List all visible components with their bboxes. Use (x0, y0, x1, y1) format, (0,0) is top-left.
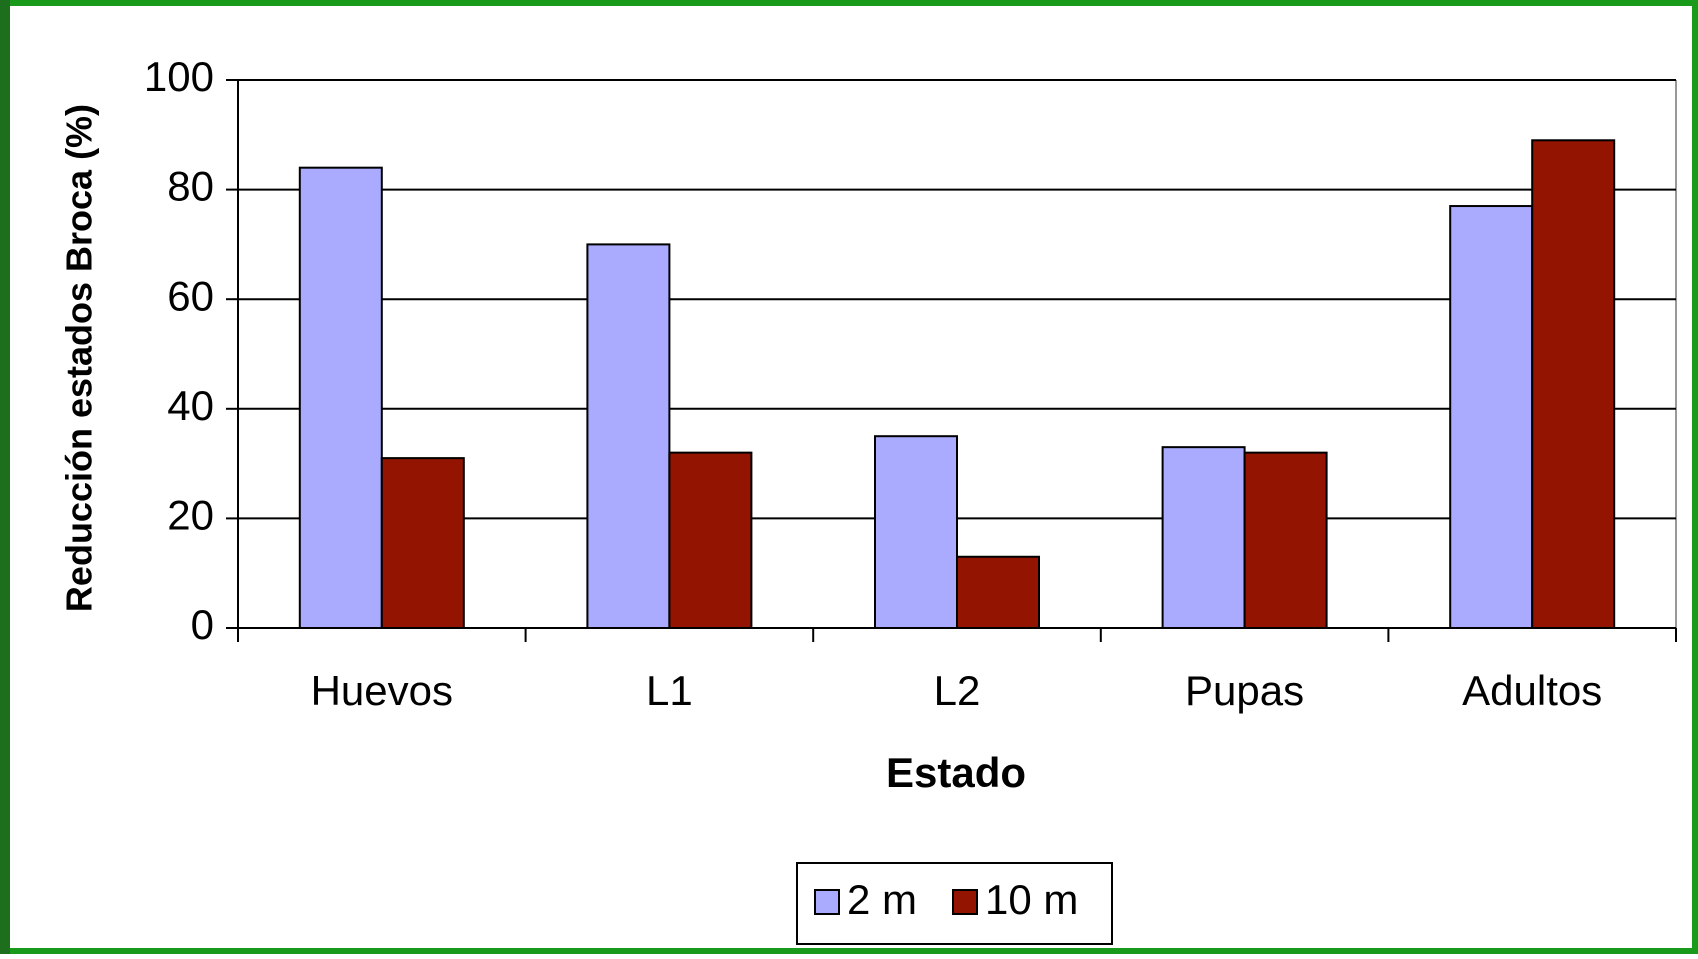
y-tick-label: 100 (144, 53, 214, 100)
x-tick-label: Pupas (1185, 667, 1304, 714)
y-tick-label: 0 (191, 601, 214, 648)
x-tick-label: L1 (646, 667, 693, 714)
bar (1161, 446, 1246, 629)
bar (298, 166, 383, 629)
bar (380, 457, 465, 629)
legend-box (796, 862, 1113, 945)
x-axis-title: Estado (886, 749, 1026, 796)
x-tick-label: Adultos (1462, 667, 1602, 714)
x-tick-label: L2 (934, 667, 981, 714)
y-axis-title: Reducción estados Broca (%) (59, 104, 100, 612)
bar (874, 435, 958, 630)
bar (586, 243, 671, 629)
y-tick-label: 60 (167, 272, 214, 319)
frame-left (0, 0, 10, 954)
y-tick-label: 40 (167, 382, 214, 429)
bar (1243, 451, 1328, 630)
y-tick-label: 80 (167, 163, 214, 210)
bar (956, 555, 1040, 630)
bar (1449, 205, 1534, 629)
bar (1531, 139, 1616, 629)
legend-label: 10 m (985, 876, 1078, 923)
legend-swatch (814, 889, 840, 915)
bar (668, 451, 753, 630)
y-tick-label: 20 (167, 491, 214, 538)
x-tick-label: Huevos (311, 667, 453, 714)
legend-swatch (952, 889, 978, 915)
legend-label: 2 m (847, 876, 917, 923)
